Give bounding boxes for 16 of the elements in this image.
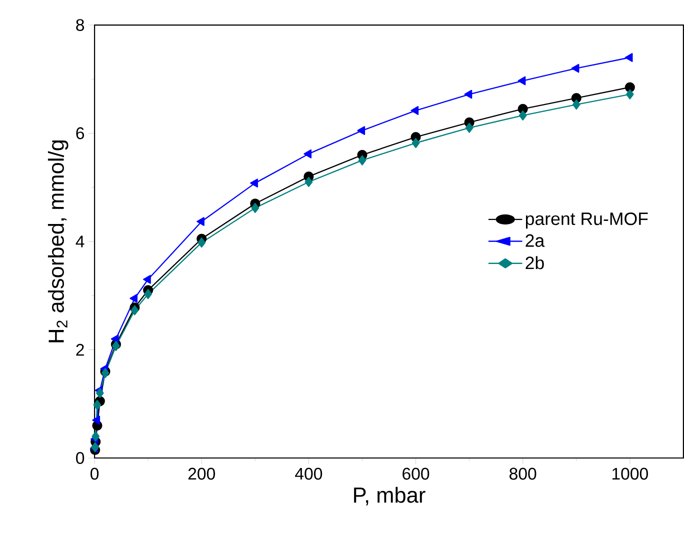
legend-label: 2b [526, 256, 544, 270]
x-tick-label: 200 [188, 468, 215, 480]
y-tick-label: 4 [76, 236, 84, 248]
x-axis-title: P, mbar [354, 487, 426, 506]
x-tick-label: 600 [402, 468, 430, 480]
legend-label: 2a [526, 234, 545, 248]
x-tick-label: 1000 [612, 468, 648, 480]
x-tick-label: 400 [295, 468, 322, 480]
y-tick-label: 2 [76, 344, 84, 356]
y-tick-label: 6 [76, 128, 84, 140]
legend-label: parent Ru-MOF [526, 212, 648, 229]
y-tick-label: 8 [76, 19, 84, 32]
x-tick-label: 800 [510, 468, 536, 480]
y-tick-label: 0 [76, 452, 84, 464]
x-tick-label: 0 [90, 468, 99, 480]
y-axis-title: H$_{2}$ adsorbed, mmol/g [48, 140, 68, 342]
